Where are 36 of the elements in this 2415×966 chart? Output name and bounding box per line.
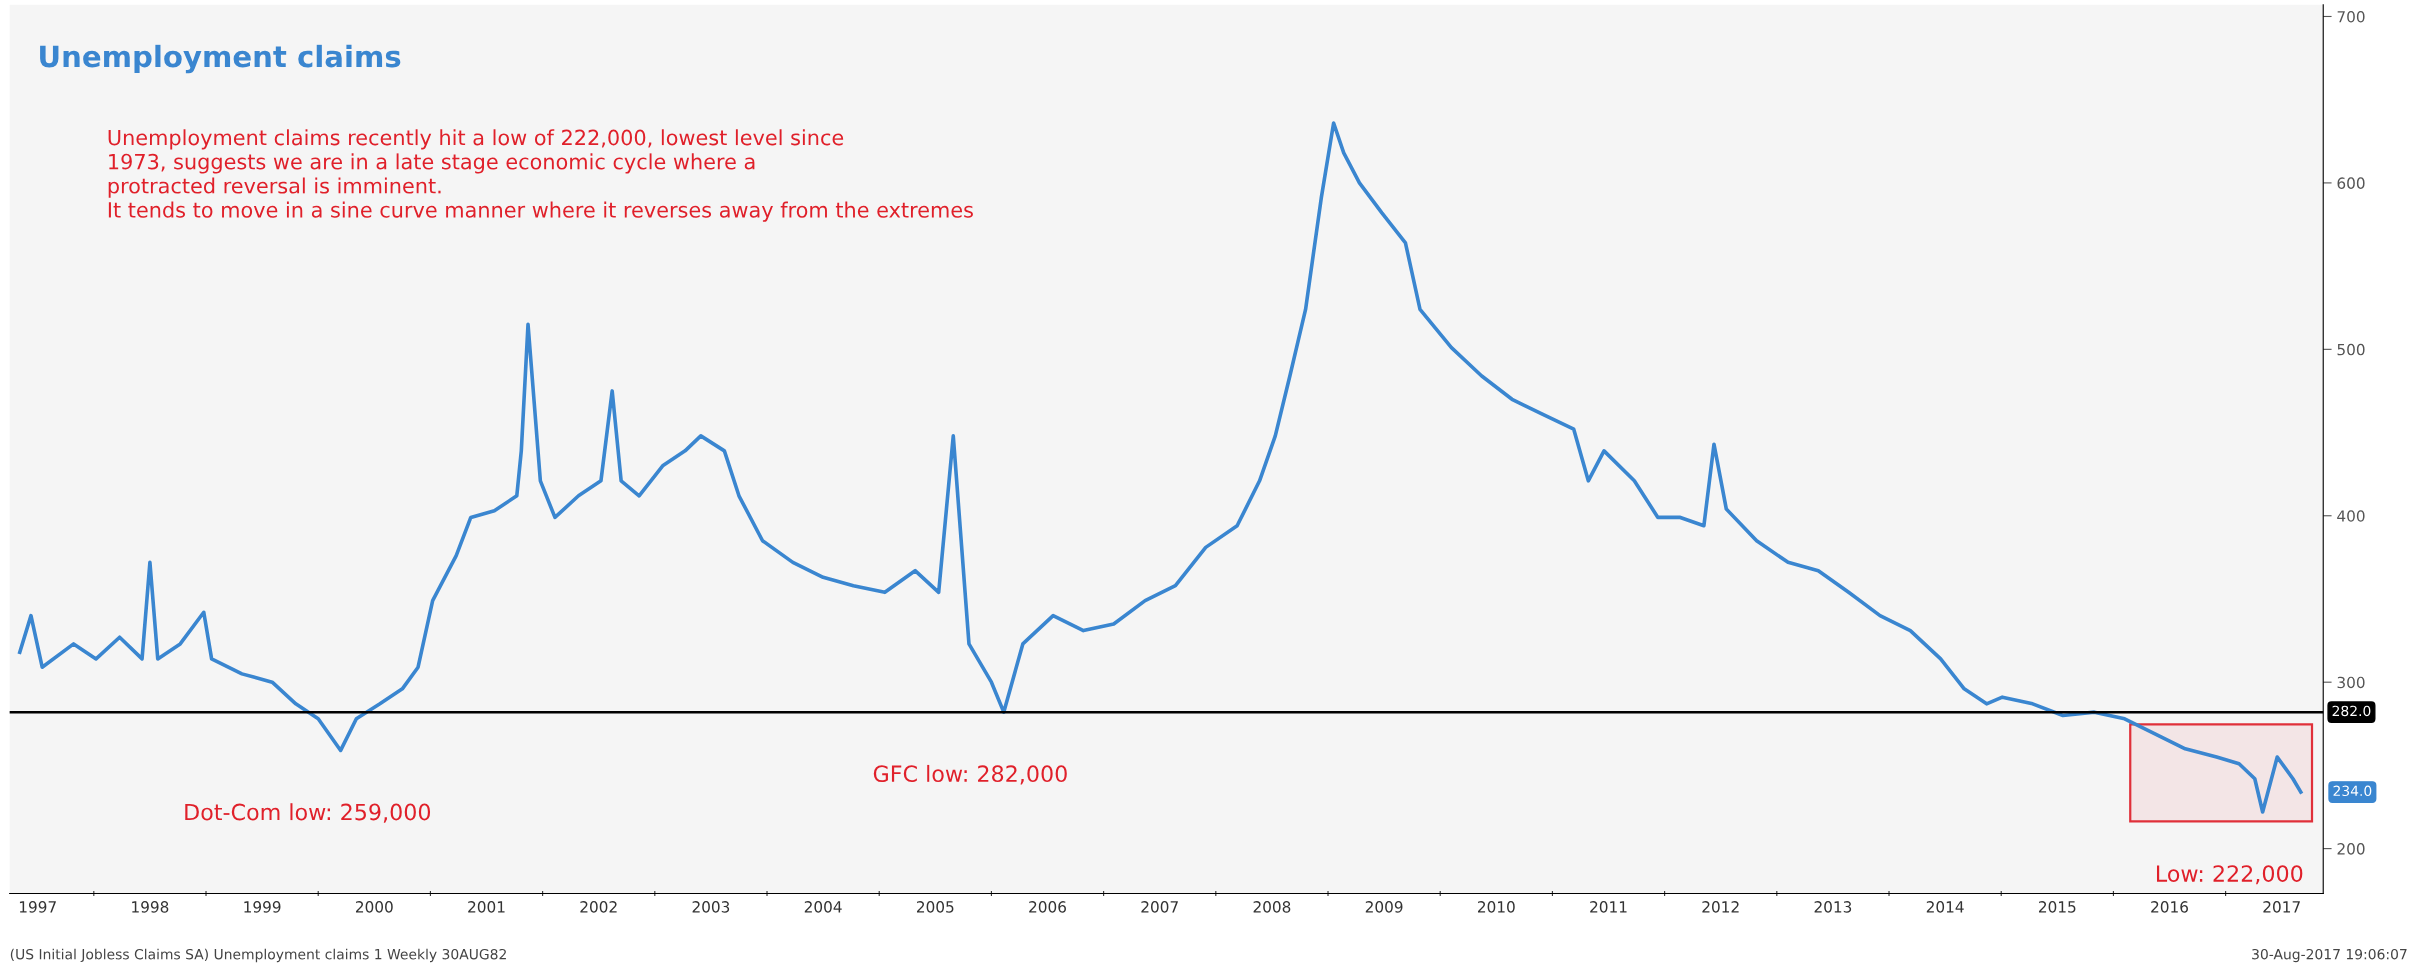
x-tick-label: 2003 — [692, 901, 730, 913]
x-tick-label: 2002 — [580, 901, 617, 913]
x-tick-label: 2001 — [468, 901, 505, 913]
y-tick-label: 300 — [2337, 676, 2365, 689]
x-tick-label: 2017 — [2263, 901, 2300, 913]
x-tick-label: 2016 — [2151, 901, 2188, 913]
ref-line-label: 282.0 — [2332, 705, 2371, 717]
x-tick-label: 2007 — [1141, 901, 1178, 913]
x-tick-label: 2011 — [1590, 901, 1627, 913]
x-tick-label: 2004 — [804, 901, 842, 913]
annotation: Unemployment claims recently hit a low of 222,000, lowest level since 1973, suggests we are in a late stage economic cycle where a protracted reversal is imminent. It tends to move in a sine curve manner where it reverses away from the extremes — [108, 129, 973, 222]
x-tick-label: 1998 — [132, 901, 169, 913]
x-tick-label: 2005 — [916, 901, 954, 913]
x-tick-label: 2013 — [1814, 901, 1852, 913]
text: 30-Aug-2017 19:06:07 — [2252, 948, 2407, 963]
x-tick-label: 1997 — [19, 901, 56, 913]
y-tick-label: 600 — [2337, 177, 2365, 189]
annotation: 234.0 — [2333, 785, 2372, 797]
annotation: GFC low: 282,000 — [873, 764, 1067, 785]
x-tick-label: 2006 — [1029, 901, 1066, 913]
x-tick-label: 2009 — [1365, 901, 1403, 913]
x-tick-label: 2015 — [2038, 901, 2076, 913]
x-tick-label: 1999 — [244, 901, 281, 913]
y-tick-label: 400 — [2337, 510, 2365, 522]
x-tick-label: 2014 — [1926, 901, 1964, 913]
text: Unemployment claims — [40, 44, 401, 74]
x-tick-label: 2010 — [1477, 901, 1515, 913]
annotation: Low: 222,000 — [2157, 865, 2303, 885]
text: (US Initial Jobless Claims SA) Unemployment claims 1 Weekly 30AUG82 — [10, 948, 506, 963]
x-tick-label: 2012 — [1702, 901, 1739, 913]
y-tick-label: 200 — [2337, 843, 2365, 855]
annotation: Dot-Com low: 259,000 — [185, 803, 431, 823]
x-tick-label: 2000 — [355, 901, 393, 913]
y-tick-label: 700 — [2337, 10, 2365, 23]
y-tick-label: 500 — [2337, 343, 2365, 356]
x-tick-label: 2008 — [1253, 901, 1291, 913]
